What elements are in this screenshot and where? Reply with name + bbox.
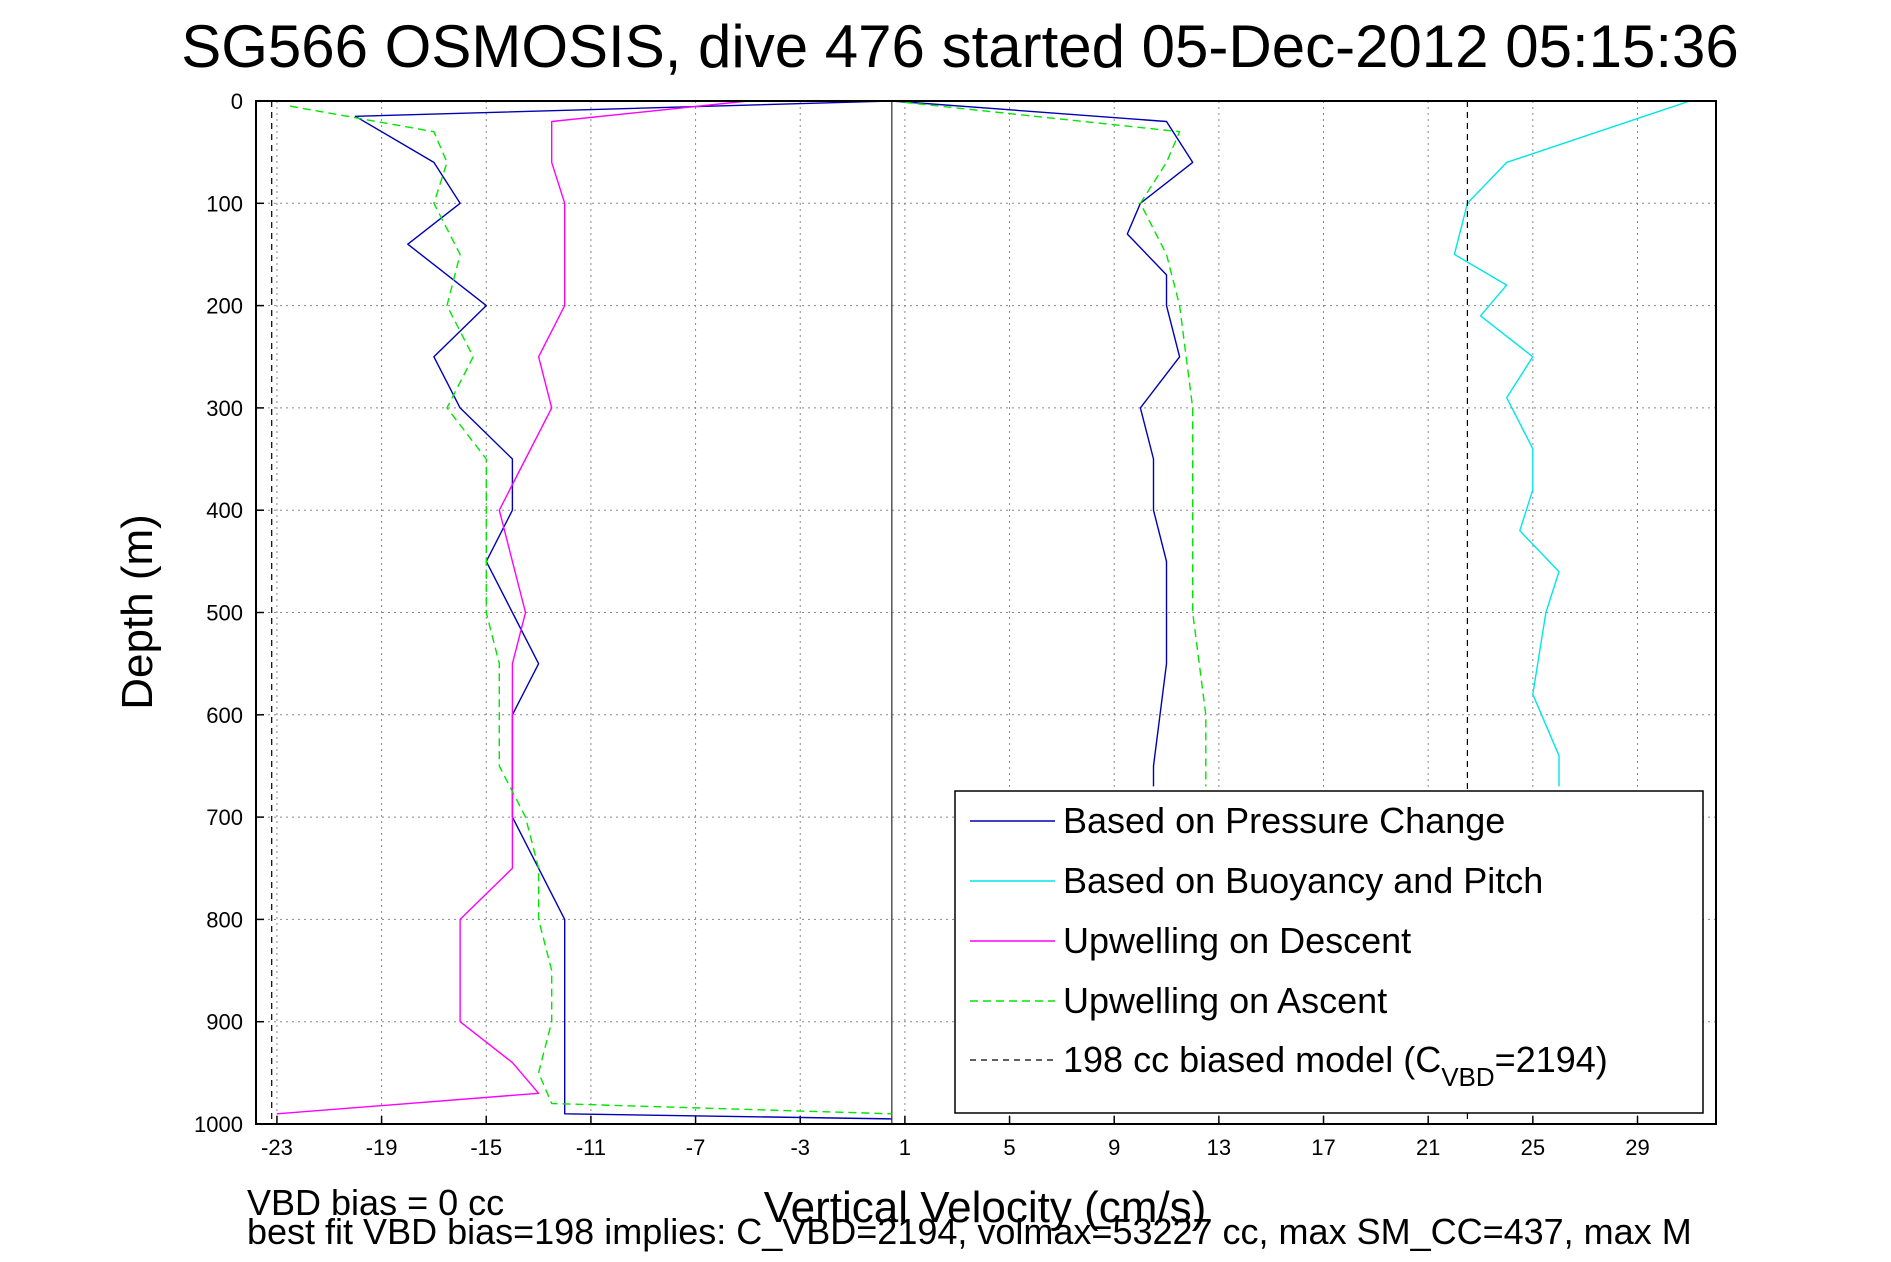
y-tick-label: 100 [206,191,243,216]
legend-label-model-subscript: VBD [1441,1062,1494,1092]
legend-box [954,790,1704,1114]
chart-title: SG566 OSMOSIS, dive 476 started 05-Dec-2… [181,13,1739,80]
legend-label-ascent: Upwelling on Ascent [1063,980,1387,1021]
x-tick-label: 5 [1003,1135,1015,1160]
series-upwelling-ascent [891,100,1207,787]
x-axis-label: Vertical Velocity (cm/s) [764,1183,1207,1232]
legend-label-buoyancy: Based on Buoyancy and Pitch [1063,860,1543,901]
y-tick-label: 400 [206,498,243,523]
y-tick-label: 800 [206,907,243,932]
legend-label-descent: Upwelling on Descent [1063,920,1411,961]
x-tick-label: 29 [1625,1135,1649,1160]
x-tick-labels: -23 -19 -15 -11 -7 -3 1 5 9 13 17 21 25 29 [261,1135,1650,1160]
legend: Based on Pressure Change Based on Buoyan… [954,790,1704,1114]
series-buoyancy-pitch [1453,100,1691,787]
legend-label-pressure: Based on Pressure Change [1063,800,1505,841]
x-tick-label: -3 [790,1135,810,1160]
y-tick-label: 700 [206,805,243,830]
x-tick-label: -23 [261,1135,293,1160]
x-tick-label: 17 [1311,1135,1335,1160]
x-tick-label: 9 [1108,1135,1120,1160]
y-tick-labels: 0 100 200 300 400 500 600 700 800 900 1000 [194,89,243,1137]
plot-frame [255,100,1717,1125]
x-tick-label: -11 [576,1135,606,1160]
legend-label-model: 198 cc biased model (CVBD=2194) [1063,1039,1608,1092]
x-tick-label: -15 [470,1135,502,1160]
y-tick-label: 0 [231,89,243,114]
y-tick-label: 1000 [194,1112,243,1137]
x-tick-label: 13 [1207,1135,1231,1160]
y-tick-label: 500 [206,601,243,626]
footer-line-1: VBD bias = 0 cc [247,1182,504,1223]
y-tick-label: 300 [206,396,243,421]
y-tick-label: 200 [206,294,243,319]
y-tick-label: 600 [206,703,243,728]
series-pressure-change [354,100,892,1120]
x-tick-label: -19 [366,1135,398,1160]
x-tick-label: 21 [1416,1135,1440,1160]
traces [271,100,1691,1124]
x-tick-label: 25 [1521,1135,1545,1160]
footer-line-2: best fit VBD bias=198 implies: C_VBD=219… [247,1211,1692,1252]
legend-label-model-main: 198 cc biased model (C [1063,1039,1441,1080]
x-tick-label: 1 [899,1135,911,1160]
series-upwelling-ascent [289,105,892,1115]
x-tick-label: -7 [686,1135,706,1160]
series-pressure-change [891,100,1194,787]
legend-label-model-suffix: =2194) [1495,1039,1608,1080]
series-upwelling-descent [276,100,748,1115]
y-tick-label: 900 [206,1010,243,1035]
y-axis-label: Depth (m) [113,514,162,710]
